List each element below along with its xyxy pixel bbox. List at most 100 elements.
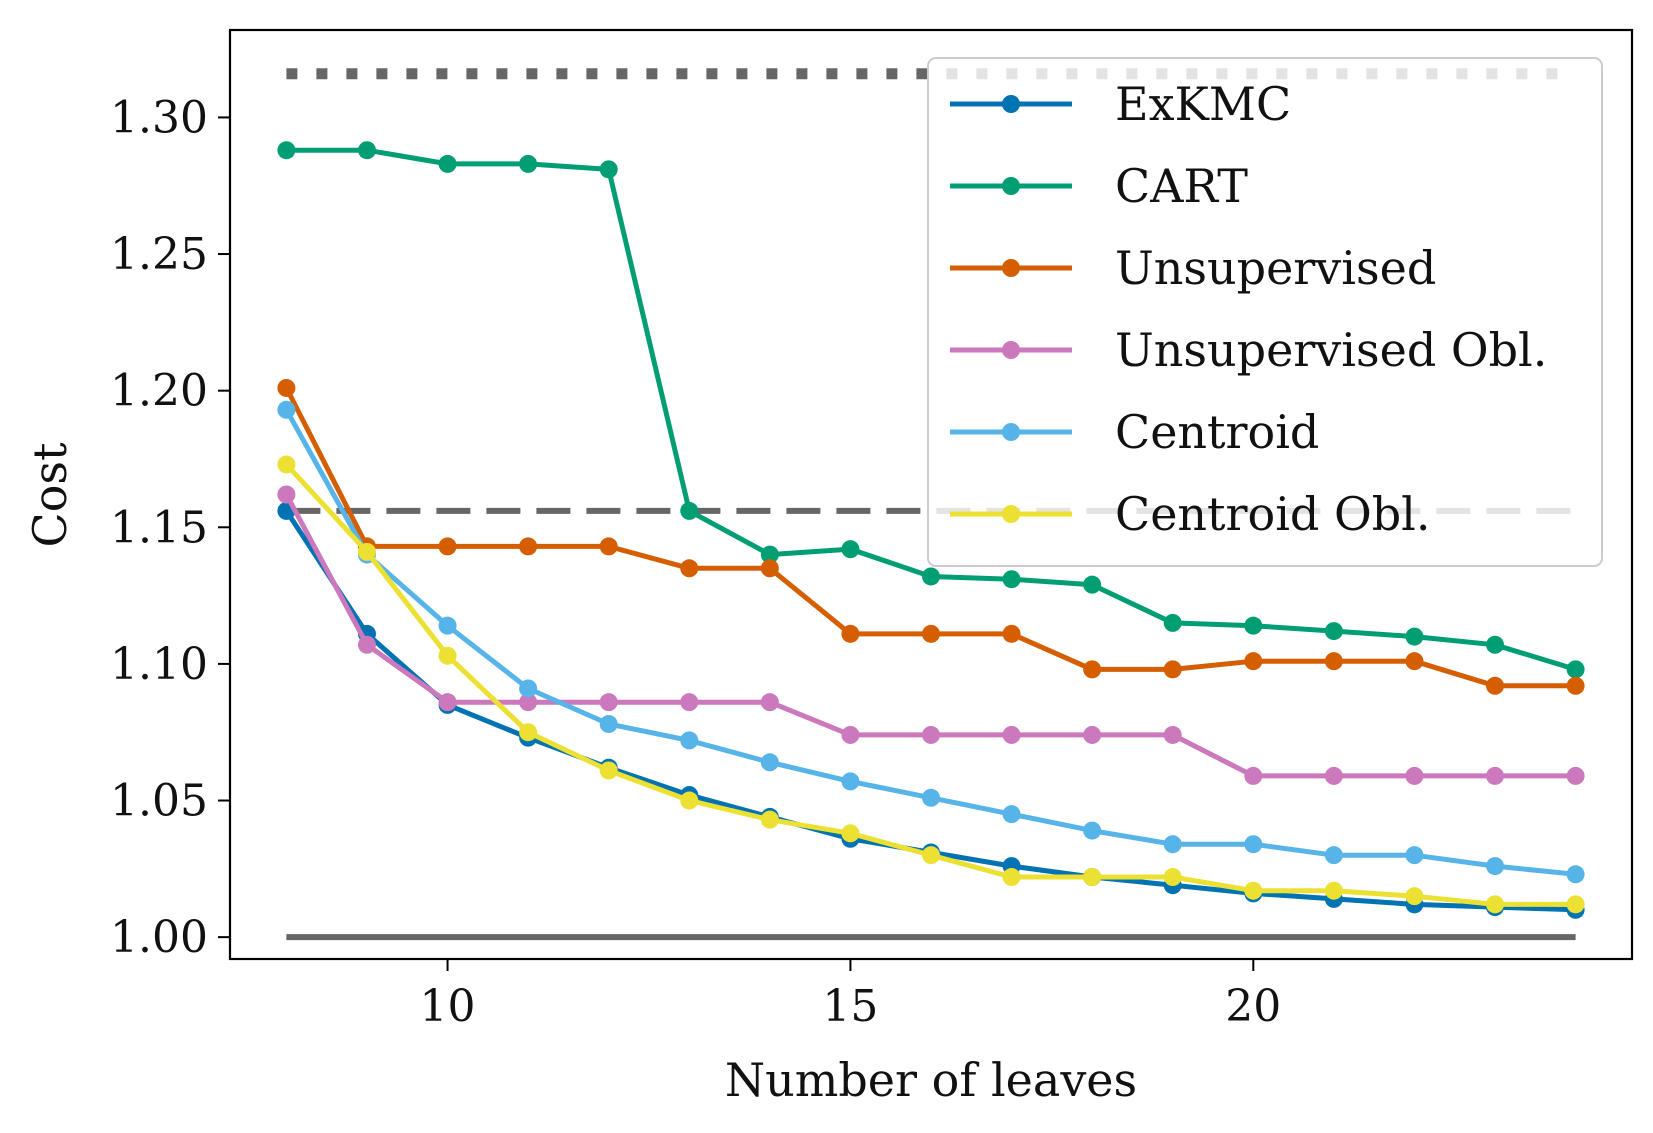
data-point-cart (1324, 622, 1343, 641)
data-point-cart (680, 501, 699, 520)
data-point-unsupervised-obl (599, 693, 618, 712)
data-point-unsupervised-obl (1002, 725, 1021, 744)
x-axis-ticks: 10 15 20 (420, 959, 1281, 1032)
data-point-centroid (760, 753, 779, 772)
data-point-unsupervised (1083, 660, 1102, 679)
y-tick-label: 1.10 (110, 639, 208, 690)
data-point-centroid-obl (680, 791, 699, 810)
y-tick-label: 1.15 (110, 502, 208, 553)
data-point-unsupervised-obl (1163, 725, 1182, 744)
data-point-centroid-obl (599, 761, 618, 780)
series-centroid (277, 400, 1585, 884)
data-point-centroid-obl (1486, 895, 1505, 914)
data-point-unsupervised-obl (1566, 766, 1585, 785)
data-point-unsupervised (599, 537, 618, 556)
data-point-unsupervised-obl (1083, 725, 1102, 744)
data-point-centroid-obl (1002, 868, 1021, 887)
legend-swatch-marker (1002, 505, 1020, 523)
data-point-centroid (1486, 857, 1505, 876)
y-tick-label: 1.20 (110, 366, 208, 417)
data-point-centroid (922, 788, 940, 807)
legend-label: ExKMC (1115, 77, 1291, 131)
data-point-unsupervised-obl (357, 635, 376, 654)
series-cart (277, 141, 1585, 679)
data-point-centroid (1002, 805, 1021, 824)
legend-item: Unsupervised (950, 241, 1436, 295)
series-unsupervised (277, 378, 1585, 695)
legend-item: ExKMC (950, 77, 1291, 131)
data-point-unsupervised-obl (841, 725, 860, 744)
data-point-centroid-obl (1566, 895, 1585, 914)
legend-label: Centroid Obl. (1115, 487, 1431, 541)
y-axis-label: Cost (23, 442, 77, 547)
data-point-cart (1163, 613, 1182, 632)
data-point-cart (1244, 616, 1263, 635)
data-point-unsupervised (680, 559, 699, 578)
series-group (277, 141, 1585, 919)
y-tick-label: 1.00 (110, 912, 208, 963)
data-point-centroid (1163, 835, 1182, 854)
legend-label: Centroid (1115, 405, 1319, 459)
y-tick-label: 1.05 (110, 776, 208, 827)
data-point-cart (357, 141, 376, 160)
data-point-centroid (841, 772, 860, 791)
data-point-centroid-obl (760, 810, 779, 829)
data-point-cart (760, 545, 779, 564)
data-point-unsupervised (922, 624, 940, 643)
legend-label: Unsupervised Obl. (1115, 323, 1547, 377)
data-point-centroid-obl (357, 542, 376, 561)
data-point-cart (841, 540, 860, 559)
x-axis-label: Number of leaves (725, 1053, 1137, 1107)
data-point-unsupervised (519, 537, 538, 556)
data-point-unsupervised (1486, 676, 1505, 695)
legend-swatch-marker (1002, 177, 1020, 195)
data-point-centroid-obl (1163, 868, 1182, 887)
data-point-centroid-obl (438, 646, 457, 665)
legend-item: CART (950, 159, 1248, 213)
data-point-centroid (1083, 821, 1102, 840)
data-point-unsupervised-obl (1244, 766, 1263, 785)
y-tick-label: 1.30 (110, 92, 208, 143)
series-centroid-obl (277, 455, 1585, 914)
legend-label: Unsupervised (1115, 241, 1436, 295)
data-point-unsupervised-obl (760, 693, 779, 712)
y-axis-ticks: 1.00 1.05 1.10 1.15 1.20 1.25 1.30 (110, 92, 230, 963)
x-tick-label: 10 (420, 981, 476, 1032)
data-point-unsupervised (1566, 676, 1585, 695)
data-point-cart (1002, 570, 1021, 589)
data-point-unsupervised (277, 378, 296, 397)
data-point-centroid (680, 731, 699, 750)
legend-item: Centroid Obl. (950, 487, 1431, 541)
legend-item: Centroid (950, 405, 1319, 459)
data-point-cart (1083, 575, 1102, 594)
data-point-unsupervised (1244, 652, 1263, 671)
legend-swatch-marker (1002, 259, 1020, 277)
data-point-centroid-obl (519, 723, 538, 742)
data-point-unsupervised (438, 537, 457, 556)
data-point-cart (599, 160, 618, 179)
data-point-unsupervised (841, 624, 860, 643)
plot-frame (228, 28, 1634, 961)
y-tick-label: 1.25 (110, 229, 208, 280)
series-unsupervised-obl (277, 485, 1585, 785)
data-point-centroid-obl (1083, 868, 1102, 887)
data-point-cart (519, 154, 538, 173)
data-point-cart (277, 141, 296, 160)
data-point-centroid (1324, 846, 1343, 865)
data-point-centroid (1566, 865, 1585, 884)
legend-box (927, 57, 1603, 567)
legend-item: Unsupervised Obl. (950, 323, 1547, 377)
data-point-unsupervised-obl (438, 693, 457, 712)
data-point-centroid (1244, 835, 1263, 854)
data-point-centroid-obl (922, 846, 940, 865)
x-tick-label: 15 (822, 981, 878, 1032)
x-tick-label: 20 (1225, 981, 1281, 1032)
data-point-unsupervised (1002, 624, 1021, 643)
data-point-unsupervised-obl (922, 725, 940, 744)
data-point-cart (1566, 660, 1585, 679)
data-point-unsupervised (1163, 660, 1182, 679)
data-point-unsupervised (1324, 652, 1343, 671)
data-point-cart (1486, 635, 1505, 654)
data-point-centroid (438, 616, 457, 635)
data-point-unsupervised (760, 559, 779, 578)
